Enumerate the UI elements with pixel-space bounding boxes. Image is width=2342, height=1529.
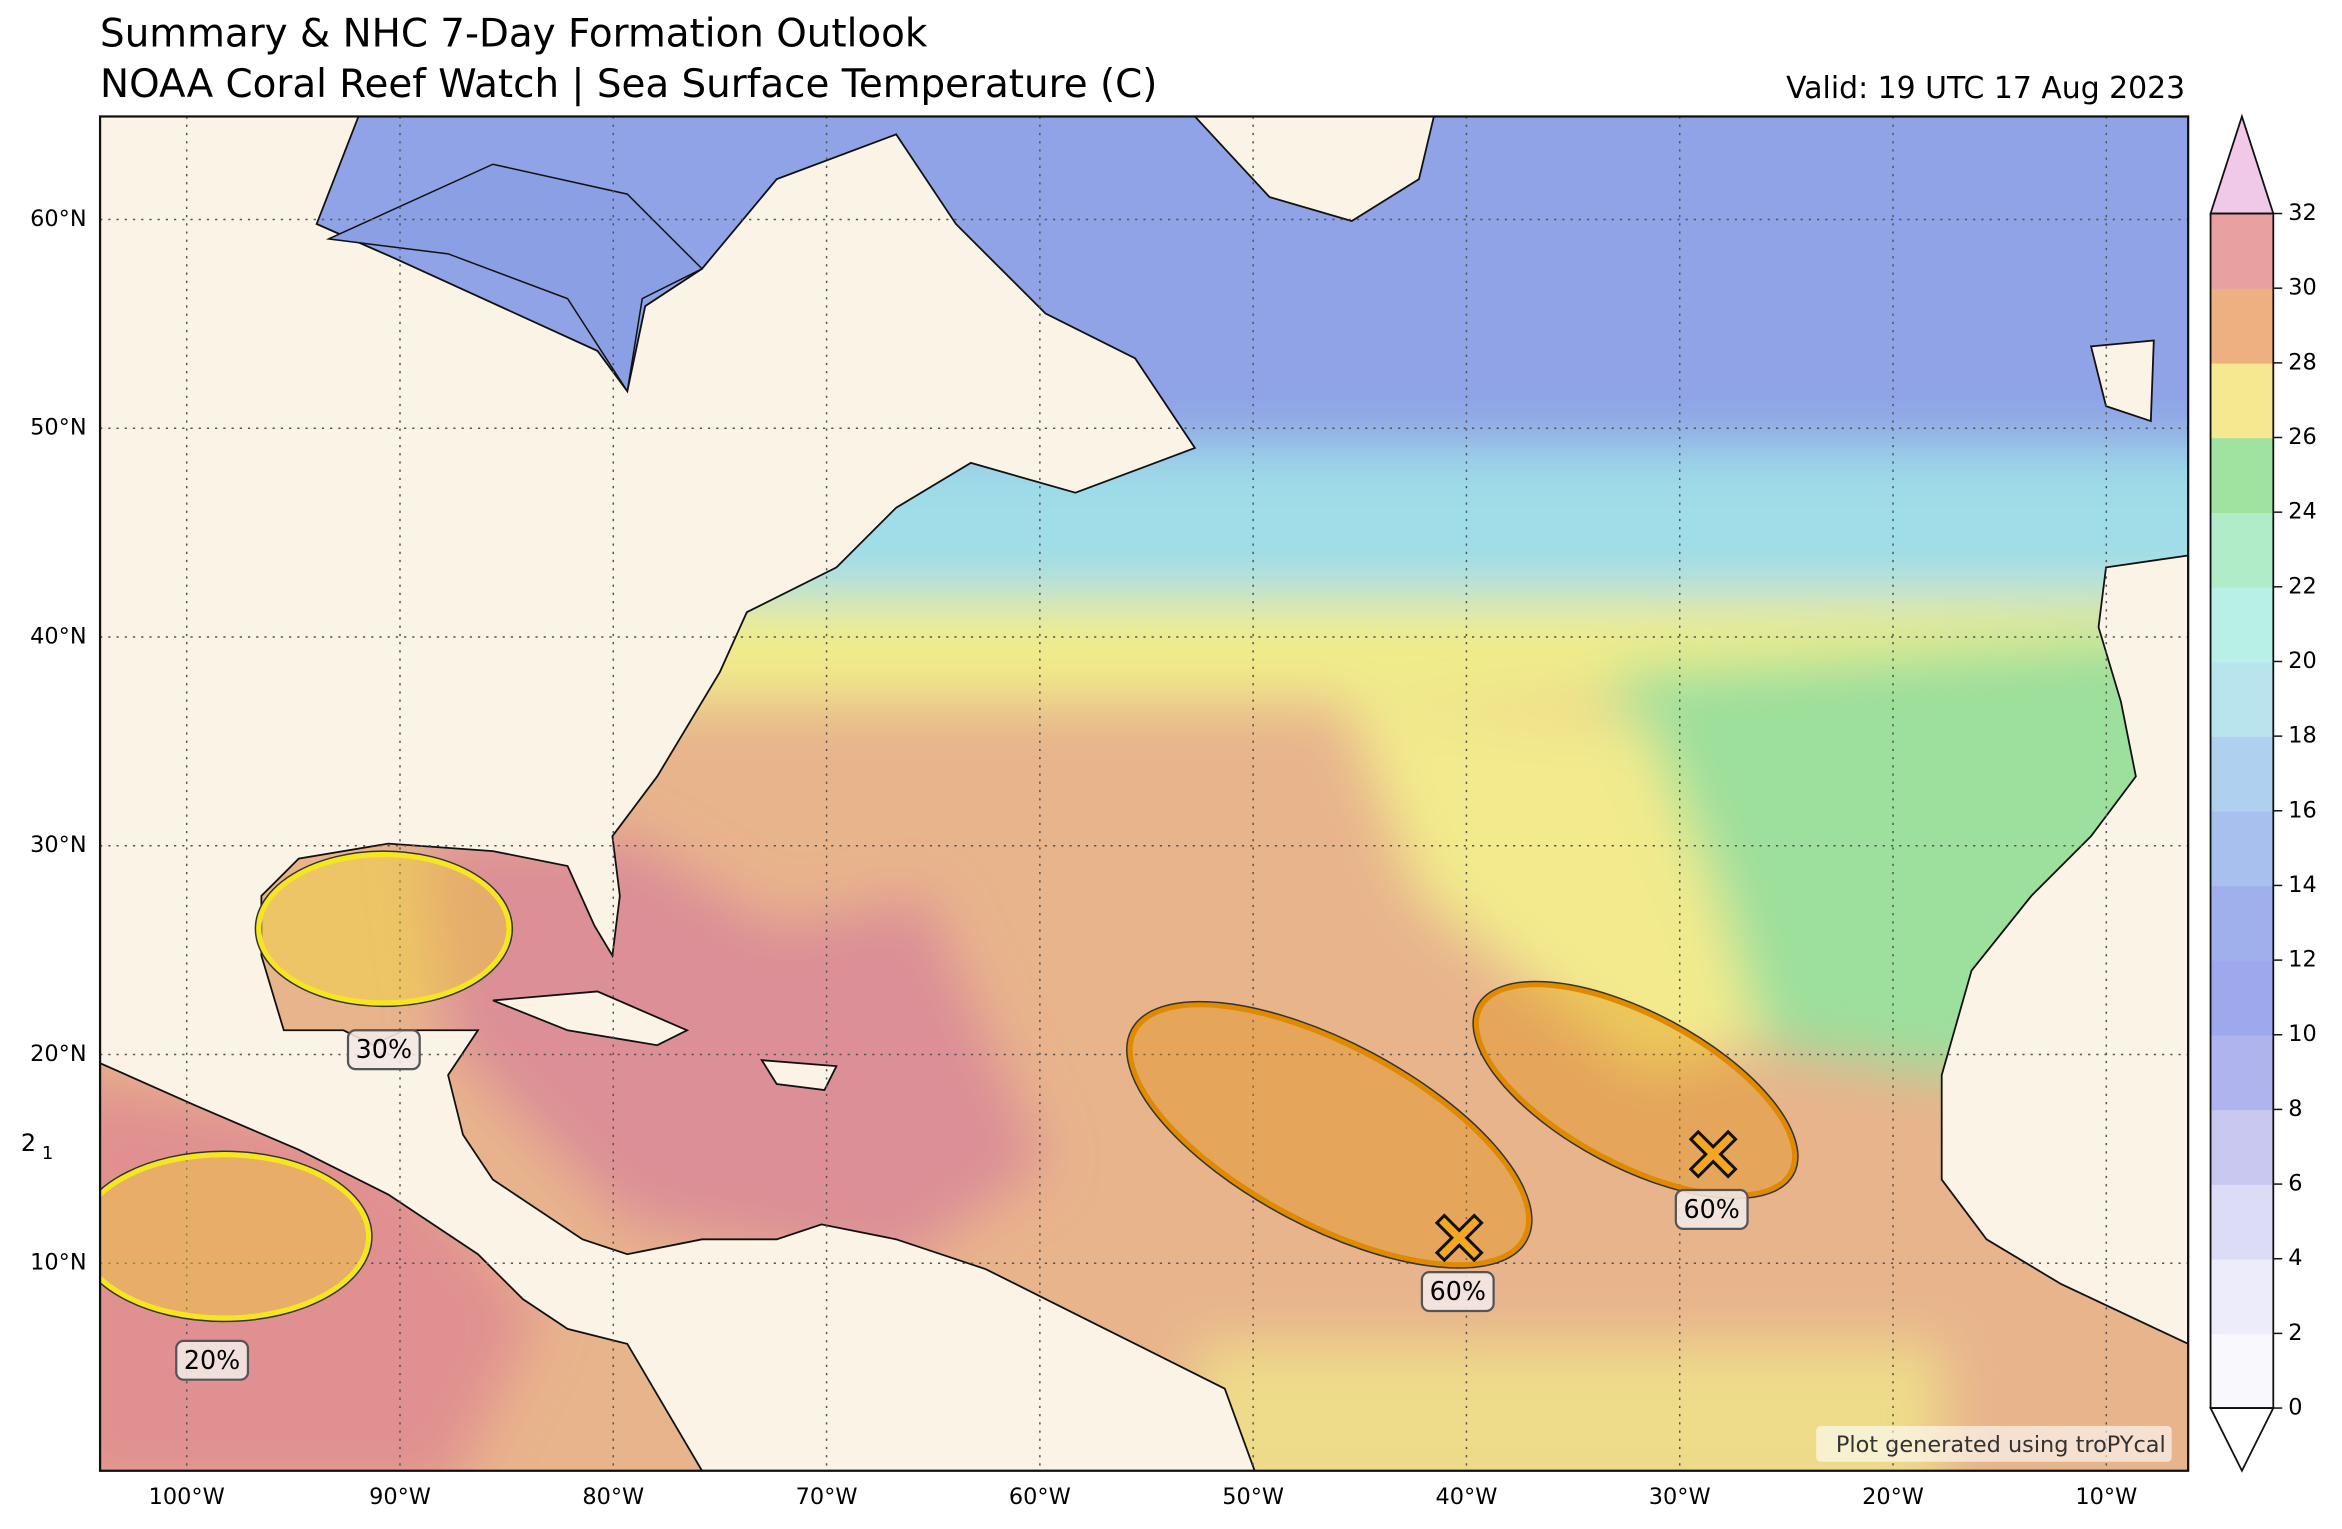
credit-box [1816,1425,2172,1462]
valid-time: Valid: 19 UTC 17 Aug 2023 [1786,71,2185,106]
outlook-outline [254,850,514,1008]
land-africa-europe [1940,554,2189,1345]
outlook-outline [1126,1000,1533,1269]
colorbar-tick-label: 32 [2288,200,2317,226]
outlook-label-box [175,1339,250,1381]
colorbar-tick-label: 4 [2288,1245,2302,1271]
lon-label: 20°W [1862,1484,1924,1510]
colorbar-tick-label: 28 [2288,349,2317,375]
hudson-bay [325,163,704,394]
lon-label: 50°W [1222,1484,1284,1510]
lon-label: 100°W [149,1484,225,1510]
outlook-label: 30% [356,1034,412,1064]
lon-label: 80°W [582,1484,644,1510]
colorbar-segment [2210,810,2274,887]
colorbar-segment [2210,512,2274,588]
land-greenland [1193,116,1435,222]
colorbar-segment [2210,1034,2274,1111]
land-cuba [492,990,690,1047]
outlook-area [100,1151,372,1322]
sst-yellow [1344,701,1763,1076]
colorbar-tick-label: 20 [2288,648,2317,674]
lon-label: 30°W [1649,1484,1711,1510]
graticule [100,116,2189,1471]
colorbar-tick-label: 0 [2288,1395,2302,1421]
sst-hot [418,836,1046,1270]
disturbance-marker [1439,1217,1480,1259]
colorbar-segment [2210,885,2274,961]
outlook-outline [100,1150,373,1323]
outlook-label: 20% [184,1345,240,1375]
colorbar-tick-label: 16 [2288,797,2317,823]
outlook-areas: 30% 60% 60% 20% [100,850,1799,1381]
sst-south [1194,1343,1942,1471]
title: Summary & NHC 7-Day Formation Outlook [100,11,928,56]
lat-label: 30°N [30,832,86,858]
colorbar-tick-label: 26 [2288,424,2317,450]
map-frame [98,115,2190,1472]
colorbar-segment [2210,736,2274,812]
lat-label: 50°N [30,415,86,441]
lat-label: 20°N [30,1041,86,1067]
lon-label: 40°W [1436,1484,1498,1510]
colorbar-tick-label: 14 [2288,872,2317,898]
colorbar-segment [2210,661,2274,737]
lon-label: 10°W [2075,1484,2137,1510]
colorbar-segment [2210,1109,2274,1185]
colorbar-tick-label: 24 [2288,499,2317,525]
credit: Plot generated using troPYcal [1836,1432,2166,1458]
outlook-label-box [346,1029,421,1071]
outlook-label-box [1420,1271,1495,1313]
colorbar-segment [2210,213,2274,289]
outlook-label: 60% [1683,1194,1739,1224]
colorbar-segment [2210,1258,2274,1335]
lon-label: 70°W [796,1484,858,1510]
colorbar-tick-label: 18 [2288,723,2317,749]
map-area: 30% 60% 60% 20% [100,116,2189,1471]
colorbar-tick-label: 8 [2288,1096,2302,1122]
colorbar-tick-label: 12 [2288,947,2317,973]
edge-label: 1 [42,1143,53,1164]
colorbar-tick-label: 22 [2288,573,2317,599]
outlook-label: 60% [1430,1276,1486,1306]
outlook-outline [1472,980,1799,1200]
colorbar-segment [2210,1184,2274,1260]
lat-label: 60°N [30,206,86,232]
colorbar-tick-label: 30 [2288,275,2317,301]
colorbar-segment [2210,362,2274,439]
outlook-area [255,851,513,1007]
colorbar-tick-label: 10 [2288,1021,2317,1047]
colorbar-over [2209,113,2275,215]
land-hispaniola [760,1059,838,1091]
colorbar-under [2209,1407,2275,1473]
land-americas [100,116,1256,1471]
colorbar-tick-label: 2 [2288,1320,2302,1346]
colorbar-tick-label: 6 [2288,1171,2302,1197]
outlook-label-box [1674,1188,1749,1230]
lat-label: 40°N [30,623,86,649]
edge-label: 2 [21,1129,36,1157]
lon-label: 90°W [369,1484,431,1510]
colorbar-segment [2210,586,2274,663]
land-ireland [2089,339,2155,423]
disturbance-marker [1692,1134,1734,1175]
outlook-area [1126,1001,1532,1269]
colorbar-segment [2210,437,2274,513]
colorbar-segment [2210,288,2274,364]
colorbar-segment [2210,1333,2274,1409]
colorbar-segment [2210,960,2274,1036]
subtitle: NOAA Coral Reef Watch | Sea Surface Temp… [100,62,1157,107]
lon-label: 60°W [1009,1484,1071,1510]
lat-label: 10°N [30,1250,86,1276]
